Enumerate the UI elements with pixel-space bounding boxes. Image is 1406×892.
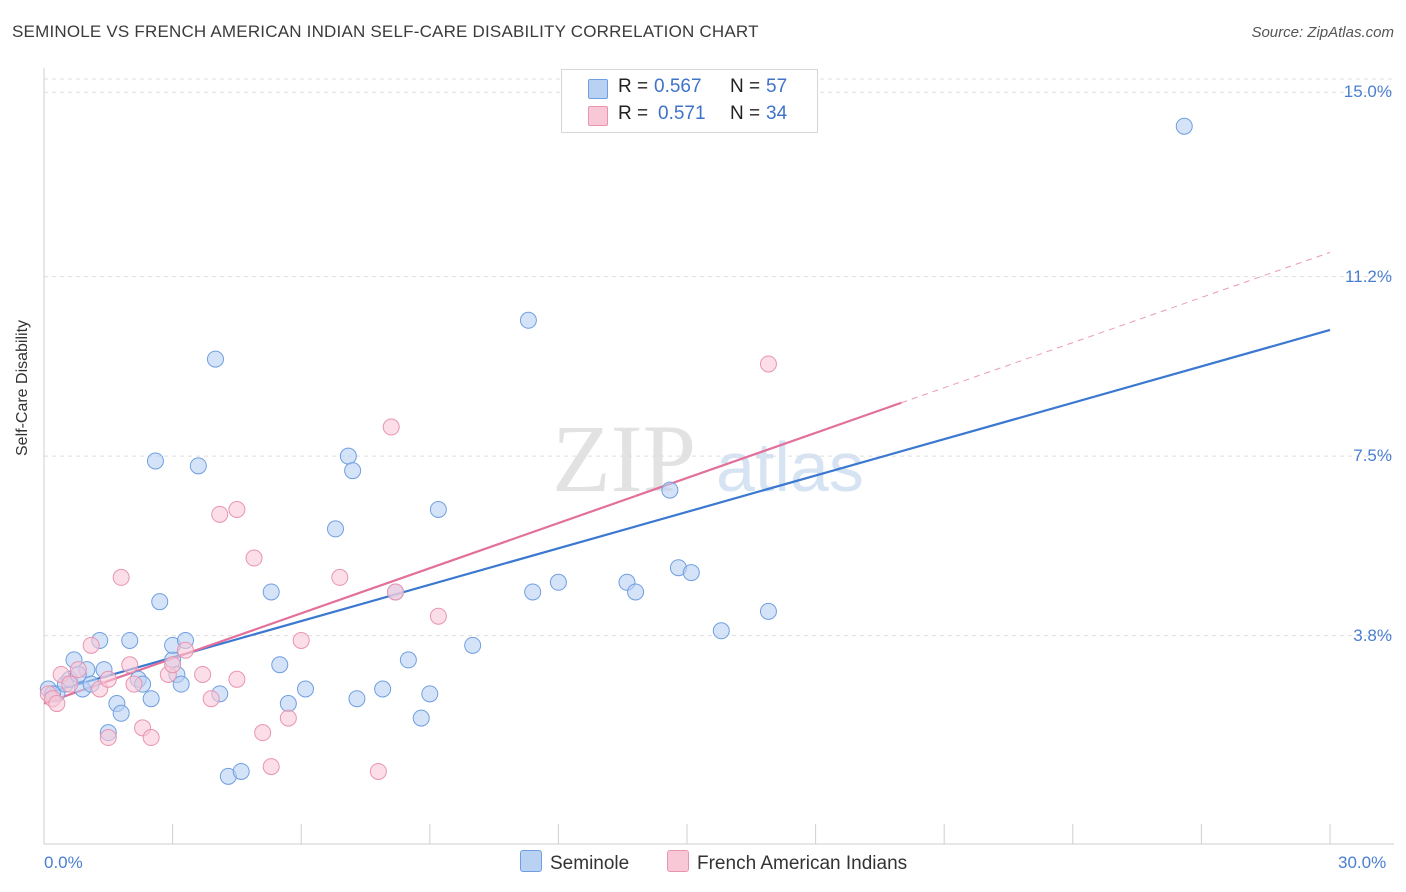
seminole-point [412,709,430,727]
legend-n-label: N = [730,103,761,124]
seminole-point [682,564,700,582]
french-point [369,762,387,780]
french-point [292,631,310,649]
french-swatch [588,106,608,126]
french-point [382,418,400,436]
seminole-point [344,462,362,480]
correlation-legend: R = 0.567 N = 57 R = 0.571 N = 34 [561,69,818,133]
french-point [228,670,246,688]
legend-r-label: R = [618,76,649,97]
y-axis-label: Self-Care Disability [14,319,31,456]
legend-r-value: 0.571 [658,103,706,124]
seminole-point [151,593,169,611]
seminole-point [121,631,139,649]
french-point [279,709,297,727]
seminole-point [374,680,392,698]
seminole-point [206,350,224,368]
y-tick-label: 3.8% [1353,625,1392,645]
x-tick-label-min: 0.0% [44,853,83,872]
data-points [39,117,1193,785]
seminole-legend-swatch [520,850,542,872]
seminole-point [172,675,190,693]
french-point [121,656,139,674]
chart-title: SEMINOLE VS FRENCH AMERICAN INDIAN SELF-… [12,22,759,41]
legend-n-label: N = [730,76,761,97]
seminole-point [712,622,730,640]
seminole-point [146,452,164,470]
french-point [69,661,87,679]
watermark-atlas: atlas [716,428,864,506]
seminole-point [279,695,297,713]
french-point [99,670,117,688]
seminole-point [421,685,439,703]
french-trend-extension [901,251,1331,404]
seminole-point [232,762,250,780]
seminole-point [326,520,344,538]
french-point [164,656,182,674]
seminole-point [189,457,207,475]
legend-item-seminole: Seminole [520,850,629,875]
legend-item-french: French American Indians [667,850,907,875]
seminole-trend-line [43,328,1331,695]
seminole-legend-label: Seminole [550,853,630,874]
french-point [125,675,143,693]
seminole-point [271,656,289,674]
seminole-point [112,704,130,722]
seminole-point [759,602,777,620]
french-point [759,355,777,373]
french-point [254,724,272,742]
seminole-point [262,583,280,601]
seminole-point [296,680,314,698]
french-legend-swatch [667,850,689,872]
french-point [99,729,117,747]
french-point [331,568,349,586]
french-point [202,690,220,708]
axes [43,68,1394,845]
y-tick-label: 7.5% [1353,446,1392,466]
french-point [61,675,79,693]
seminole-point [1175,117,1193,135]
seminole-point [464,636,482,654]
seminole-point [661,481,679,499]
french-legend-label: French American Indians [697,853,908,874]
seminole-point [399,651,417,669]
french-point [429,607,447,625]
gridlines [44,78,1394,637]
french-point [228,500,246,518]
french-point [245,549,263,567]
french-point [112,568,130,586]
source-label: Source: ZipAtlas.com [1251,24,1394,41]
french-point [211,505,229,523]
seminole-point [142,690,160,708]
y-tick-label: 15.0% [1343,82,1392,102]
legend-r-value: 0.567 [654,76,702,97]
legend-n-value: 34 [766,103,788,124]
seminole-point [339,447,357,465]
watermark: ZIP atlas [552,405,864,512]
seminole-point [519,311,537,329]
legend-n-value: 57 [766,76,788,97]
x-tick-label-max: 30.0% [1338,853,1387,872]
french-point [82,636,100,654]
y-tick-label: 11.2% [1345,266,1392,286]
seminole-point [627,583,645,601]
french-point [48,695,66,713]
seminole-point [348,690,366,708]
french-point [387,583,405,601]
seminole-swatch [588,79,608,99]
french-point [194,665,212,683]
french-point [142,729,160,747]
french-point [176,641,194,659]
legend-r-label: R = [618,103,649,124]
seminole-point [549,573,567,591]
seminole-point [524,583,542,601]
french-point [262,758,280,776]
seminole-point [429,500,447,518]
